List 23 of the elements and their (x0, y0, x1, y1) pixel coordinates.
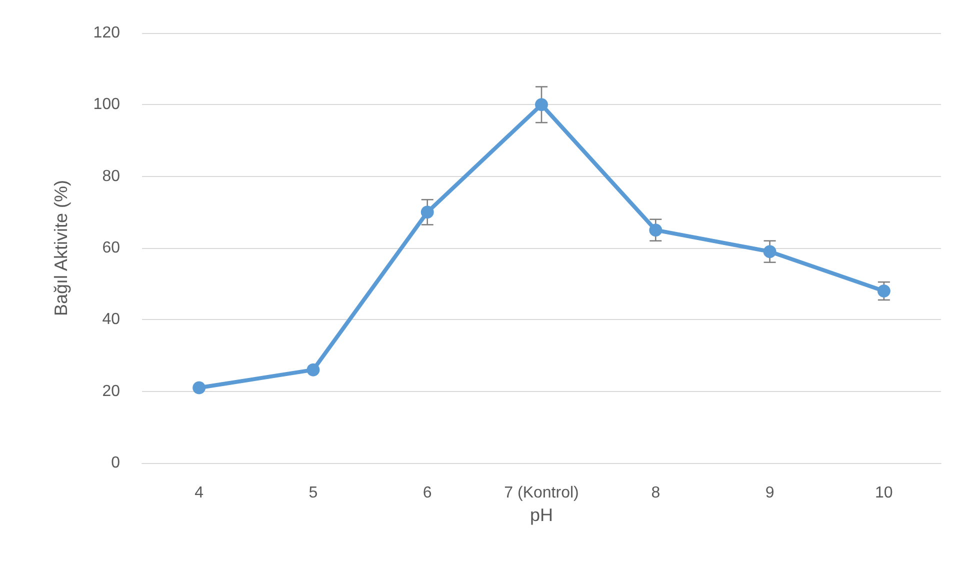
point (763, 245, 776, 258)
x-axis-title: pH (530, 504, 554, 525)
point (877, 284, 890, 298)
point (306, 363, 320, 376)
x-tick-label: 6 (422, 484, 432, 502)
y-tick-label: 100 (93, 96, 120, 114)
x-tick-label: 5 (308, 484, 318, 502)
x-tick-label: 10 (875, 484, 893, 502)
x-tick-label: 8 (651, 484, 660, 502)
y-axis-title: Bağıl Aktivite (%) (51, 180, 71, 316)
x-tick-label: 9 (765, 484, 774, 502)
y-tick-label: 60 (102, 240, 120, 256)
y-tick-label: 40 (102, 311, 120, 328)
point (535, 98, 548, 112)
point (649, 224, 662, 237)
y-tick-label: 80 (102, 168, 120, 185)
point (420, 206, 434, 219)
y-tick-label: 20 (102, 382, 120, 400)
x-tick-label: 7 (Kontrol) (504, 484, 579, 502)
y-tick-label: 120 (93, 24, 120, 42)
x-tick-label: 4 (194, 484, 204, 502)
y-tick-label: 0 (111, 454, 120, 472)
point (192, 381, 206, 394)
